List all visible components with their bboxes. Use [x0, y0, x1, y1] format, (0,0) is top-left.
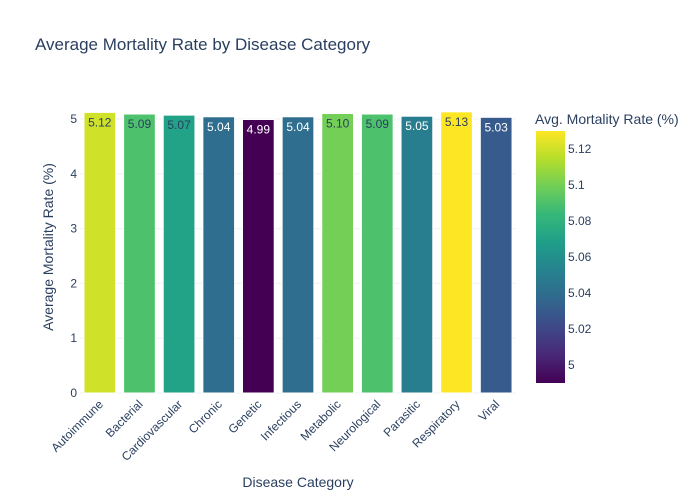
- y-tick-label: 4: [70, 167, 77, 181]
- bar-viral: [479, 116, 513, 394]
- bar-chronic: [202, 116, 236, 394]
- bar-value-label: 4.99: [247, 123, 271, 137]
- y-tick-label: 0: [70, 386, 77, 400]
- colorbar-title: Avg. Mortality Rate (%): [535, 111, 679, 127]
- bar-infectious: [281, 116, 315, 394]
- bar-metabolic: [321, 112, 354, 394]
- x-tick-label: Autoimmune: [48, 397, 106, 455]
- x-axis-title: Disease Category: [242, 474, 353, 490]
- bar-value-label: 5.13: [445, 115, 469, 129]
- colorbar-tick-label: 5: [568, 358, 575, 372]
- bar-cardiovascular: [162, 114, 196, 394]
- bars: 5.12 5.09 5.07 5.04 4.99 5.04 5.10 5.09 5.05 5.13…: [83, 111, 513, 394]
- y-axis-title: Average Mortality Rate (%): [40, 163, 56, 331]
- bar-neurological: [360, 113, 394, 394]
- bar-value-label: 5.09: [366, 117, 390, 131]
- x-tick-label: Viral: [476, 397, 503, 424]
- colorbar-tick-label: 5.08: [568, 214, 592, 228]
- colorbar: Avg. Mortality Rate (%) 5 5.02 5.04 5.06 5.0…: [535, 111, 679, 383]
- bar-parasitic: [400, 115, 434, 394]
- colorbar-tick-label: 5.12: [568, 142, 592, 156]
- y-tick-label: 5: [70, 112, 77, 126]
- x-tick-label: Genetic: [225, 397, 264, 436]
- bar-value-label: 5.04: [286, 120, 310, 134]
- y-axis: 0 1 2 3 4 5: [70, 112, 77, 400]
- bar-value-label: 5.12: [88, 115, 112, 129]
- bar-bacterial: [123, 113, 156, 394]
- bar-value-label: 5.03: [485, 120, 509, 134]
- x-tick-label: Chronic: [186, 397, 225, 436]
- colorbar-gradient: [536, 131, 565, 383]
- colorbar-tick-label: 5.06: [568, 250, 592, 264]
- y-tick-label: 1: [70, 331, 77, 345]
- y-tick-label: 2: [70, 276, 77, 290]
- bar-autoimmune: [83, 111, 117, 394]
- colorbar-tick-label: 5.02: [568, 322, 592, 336]
- y-tick-label: 3: [70, 222, 77, 236]
- bar-value-label: 5.04: [207, 120, 231, 134]
- bar-value-label: 5.09: [128, 117, 152, 131]
- x-tick-label: Infectious: [258, 397, 304, 443]
- bar-value-label: 5.07: [167, 118, 191, 132]
- colorbar-tick-label: 5.04: [568, 286, 592, 300]
- bar-value-label: 5.05: [405, 119, 429, 133]
- bar-genetic: [242, 119, 275, 394]
- bar-respiratory: [440, 111, 473, 394]
- chart-title: Average Mortality Rate by Disease Catego…: [35, 35, 371, 54]
- colorbar-tick-label: 5.1: [568, 178, 585, 192]
- bar-value-label: 5.10: [326, 116, 350, 130]
